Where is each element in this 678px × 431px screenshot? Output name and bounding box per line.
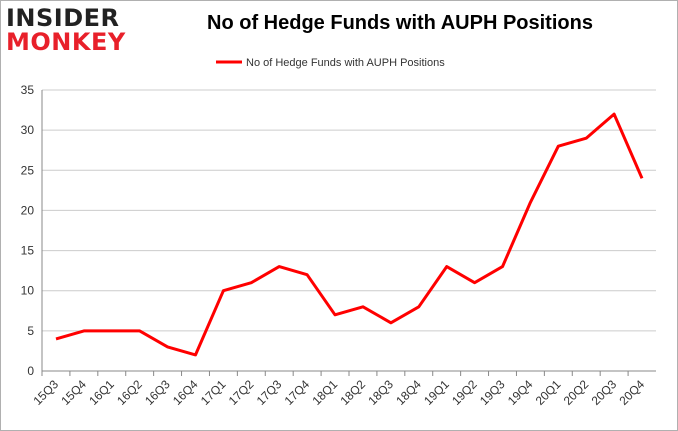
x-tick-label: 16Q1 xyxy=(86,377,117,408)
x-axis-ticks: 15Q315Q416Q116Q216Q316Q417Q117Q217Q317Q4… xyxy=(30,371,647,408)
x-tick-label: 17Q4 xyxy=(282,377,313,408)
logo-line-2: MONKEY xyxy=(6,28,126,56)
logo-line-1: INSIDER xyxy=(6,4,120,32)
y-tick-label: 20 xyxy=(21,203,35,217)
x-tick-label: 16Q2 xyxy=(114,377,145,408)
x-tick-label: 15Q3 xyxy=(30,377,61,408)
x-tick-label: 19Q3 xyxy=(477,377,508,408)
axes xyxy=(41,90,656,372)
y-tick-label: 10 xyxy=(21,284,35,298)
legend: No of Hedge Funds with AUPH Positions xyxy=(216,57,445,69)
x-tick-label: 15Q4 xyxy=(58,377,89,408)
y-axis-ticks: 0 5 10 15 20 25 30 35 xyxy=(21,83,35,378)
x-tick-label: 19Q4 xyxy=(505,377,536,408)
y-tick-label: 25 xyxy=(21,163,35,177)
y-tick-label: 35 xyxy=(21,83,35,97)
y-tick-label: 30 xyxy=(21,123,35,137)
x-tick-label: 20Q2 xyxy=(561,377,592,408)
gridlines xyxy=(42,89,656,332)
x-tick-label: 18Q1 xyxy=(310,377,341,408)
series-group xyxy=(55,112,644,357)
x-tick-label: 17Q2 xyxy=(226,377,257,408)
x-tick-label: 16Q3 xyxy=(142,377,173,408)
x-tick-label: 19Q1 xyxy=(421,377,452,408)
y-tick-label: 15 xyxy=(21,244,35,258)
x-tick-label: 17Q3 xyxy=(254,377,285,408)
series-line xyxy=(55,112,644,357)
x-tick-label: 16Q4 xyxy=(170,377,201,408)
x-tick-label: 20Q1 xyxy=(533,377,564,408)
x-tick-label: 18Q2 xyxy=(337,377,368,408)
x-tick-label: 18Q4 xyxy=(393,377,424,408)
chart-title: No of Hedge Funds with AUPH Positions xyxy=(207,12,593,34)
y-tick-label: 0 xyxy=(27,364,34,378)
x-tick-label: 19Q2 xyxy=(449,377,480,408)
y-tick-label: 5 xyxy=(27,324,34,338)
insider-monkey-logo: INSIDER MONKEY xyxy=(6,6,130,56)
x-tick-label: 18Q3 xyxy=(365,377,396,408)
x-tick-label: 20Q4 xyxy=(617,377,648,408)
x-tick-label: 20Q3 xyxy=(589,377,620,408)
legend-label: No of Hedge Funds with AUPH Positions xyxy=(246,57,445,69)
x-tick-label: 17Q1 xyxy=(198,377,229,408)
